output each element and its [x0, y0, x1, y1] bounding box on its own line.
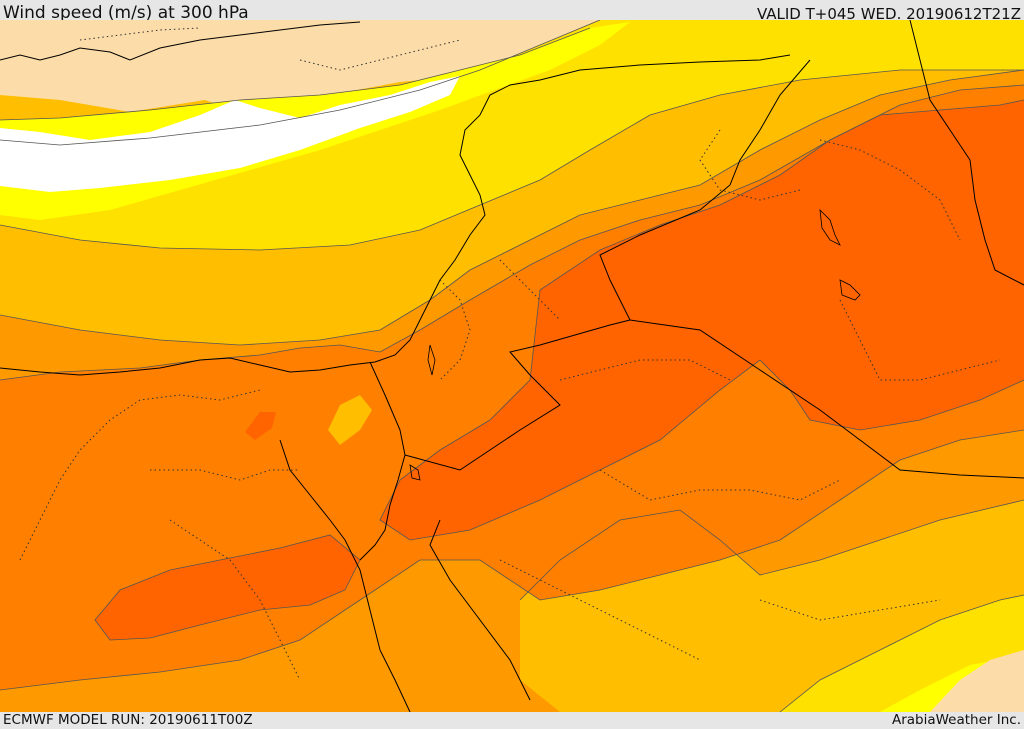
valid-time-label: VALID T+045 WED. 20190612T21Z [756, 5, 1021, 23]
credit-label: ArabiaWeather Inc. [891, 712, 1021, 728]
red-inland-spot [245, 412, 276, 440]
wind-speed-map [0, 20, 1024, 712]
jet-core-east [380, 100, 1024, 540]
jet-core-southwest [95, 535, 360, 640]
admin-boundaries [19, 27, 1001, 681]
water-bodies [409, 208, 861, 481]
yellow-band [0, 20, 1024, 250]
model-run-label: ECMWF MODEL RUN: 20190611T00Z [3, 712, 253, 728]
chart-title: Wind speed (m/s) at 300 hPa [3, 3, 249, 23]
land-region-southeast [930, 650, 1024, 712]
land-region-north [0, 20, 600, 118]
calm-region [0, 76, 460, 192]
amber-inland-spot [328, 395, 372, 445]
